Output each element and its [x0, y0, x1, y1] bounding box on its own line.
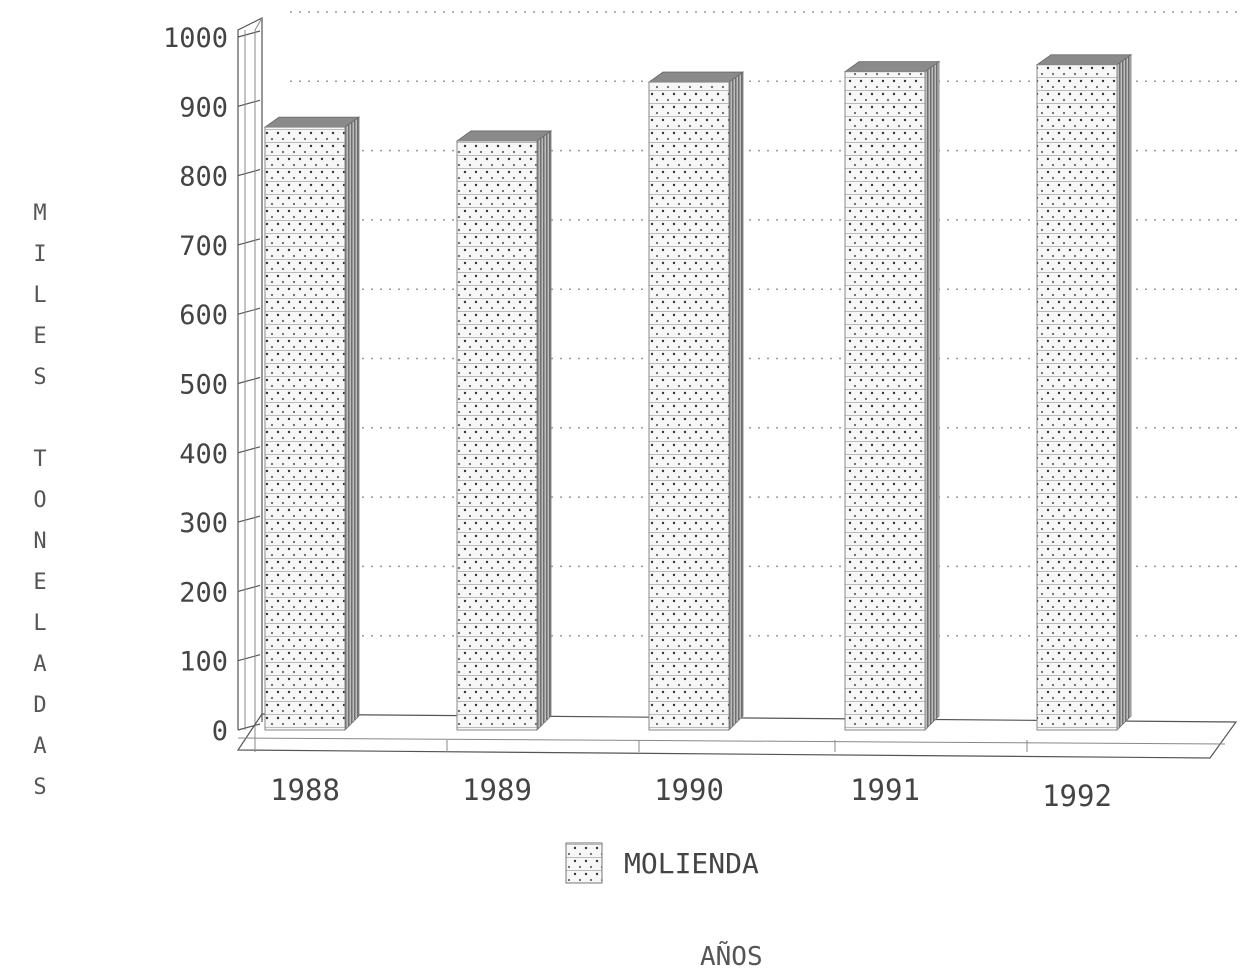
legend-label: MOLIENDA: [624, 847, 759, 880]
y-tick: [237, 446, 261, 454]
floor-plane: [236, 713, 1238, 759]
y-tick-label: 400: [179, 439, 228, 470]
y-axis-line: [237, 17, 263, 730]
bar-top: [263, 116, 361, 128]
y-axis-title-letter: O: [33, 488, 46, 513]
y-axis-title-letter: D: [33, 693, 46, 718]
y-axis-title-letter: S: [33, 365, 46, 390]
x-axis-title: AÑOS: [700, 940, 763, 972]
bar-side: [536, 130, 552, 731]
y-tick-label: 100: [179, 647, 228, 678]
legend: MOLIENDA: [565, 842, 759, 884]
y-tick: [237, 238, 261, 246]
y-tick-label: 500: [179, 370, 228, 401]
x-axis-line: [237, 737, 1226, 745]
y-axis-depth: [244, 17, 263, 740]
y-tick: [237, 515, 261, 523]
bar: [264, 126, 346, 731]
y-axis-title-letter: L: [33, 283, 46, 308]
y-tick: [237, 30, 261, 38]
y-tick-label: 1000: [163, 23, 228, 54]
bar: [648, 81, 730, 731]
y-axis-title-letter: A: [33, 734, 46, 759]
y-tick: [237, 654, 261, 662]
bar-side: [1116, 53, 1132, 731]
y-tick: [237, 99, 261, 107]
y-axis-title-letter: E: [33, 570, 46, 595]
y-tick-label: 800: [179, 162, 228, 193]
y-tick-label: 900: [179, 92, 228, 123]
bar: [456, 140, 538, 731]
x-tick-label: 1992: [1042, 779, 1112, 813]
bar-top: [455, 130, 553, 142]
y-tick-label: 0: [212, 716, 228, 747]
x-tick-label: 1988: [270, 773, 340, 807]
bar: [1036, 64, 1118, 731]
y-tick-label: 300: [179, 508, 228, 539]
y-axis-title-letter: I: [33, 242, 46, 267]
y-tick: [237, 723, 261, 731]
y-tick-label: 600: [179, 300, 228, 331]
y-axis-title-letter: T: [33, 447, 46, 472]
legend-swatch: [565, 842, 603, 884]
bar: [844, 71, 926, 731]
y-axis-title-letter: S: [33, 775, 46, 800]
y-tick: [237, 584, 261, 592]
bar-top: [1035, 54, 1133, 66]
bar-top: [843, 61, 941, 73]
y-tick-label: 200: [179, 577, 228, 608]
y-axis-title-letter: E: [33, 324, 46, 349]
y-axis-title-letter: L: [33, 611, 46, 636]
y-tick: [237, 376, 261, 385]
y-axis: 0 100 200 300 400 500 600 700 800 900 1000: [163, 17, 1238, 759]
x-tick-label: 1990: [654, 773, 724, 807]
y-axis-title-letter: M: [33, 201, 46, 226]
y-tick: [237, 169, 261, 177]
y-axis-title-letter: A: [33, 652, 46, 677]
bar-side: [728, 71, 744, 731]
x-tick-label: 1989: [462, 773, 532, 807]
y-tick: [237, 307, 261, 315]
y-axis-title-letter: N: [33, 529, 46, 554]
bar-side: [924, 60, 940, 731]
x-axis: 1988 1989 1990 1991 1992: [254, 740, 1112, 813]
bar-top: [647, 71, 745, 83]
bars: [263, 53, 1133, 731]
x-tick-label: 1991: [850, 773, 920, 807]
bar-side: [344, 116, 360, 731]
y-tick-label: 700: [179, 231, 228, 262]
